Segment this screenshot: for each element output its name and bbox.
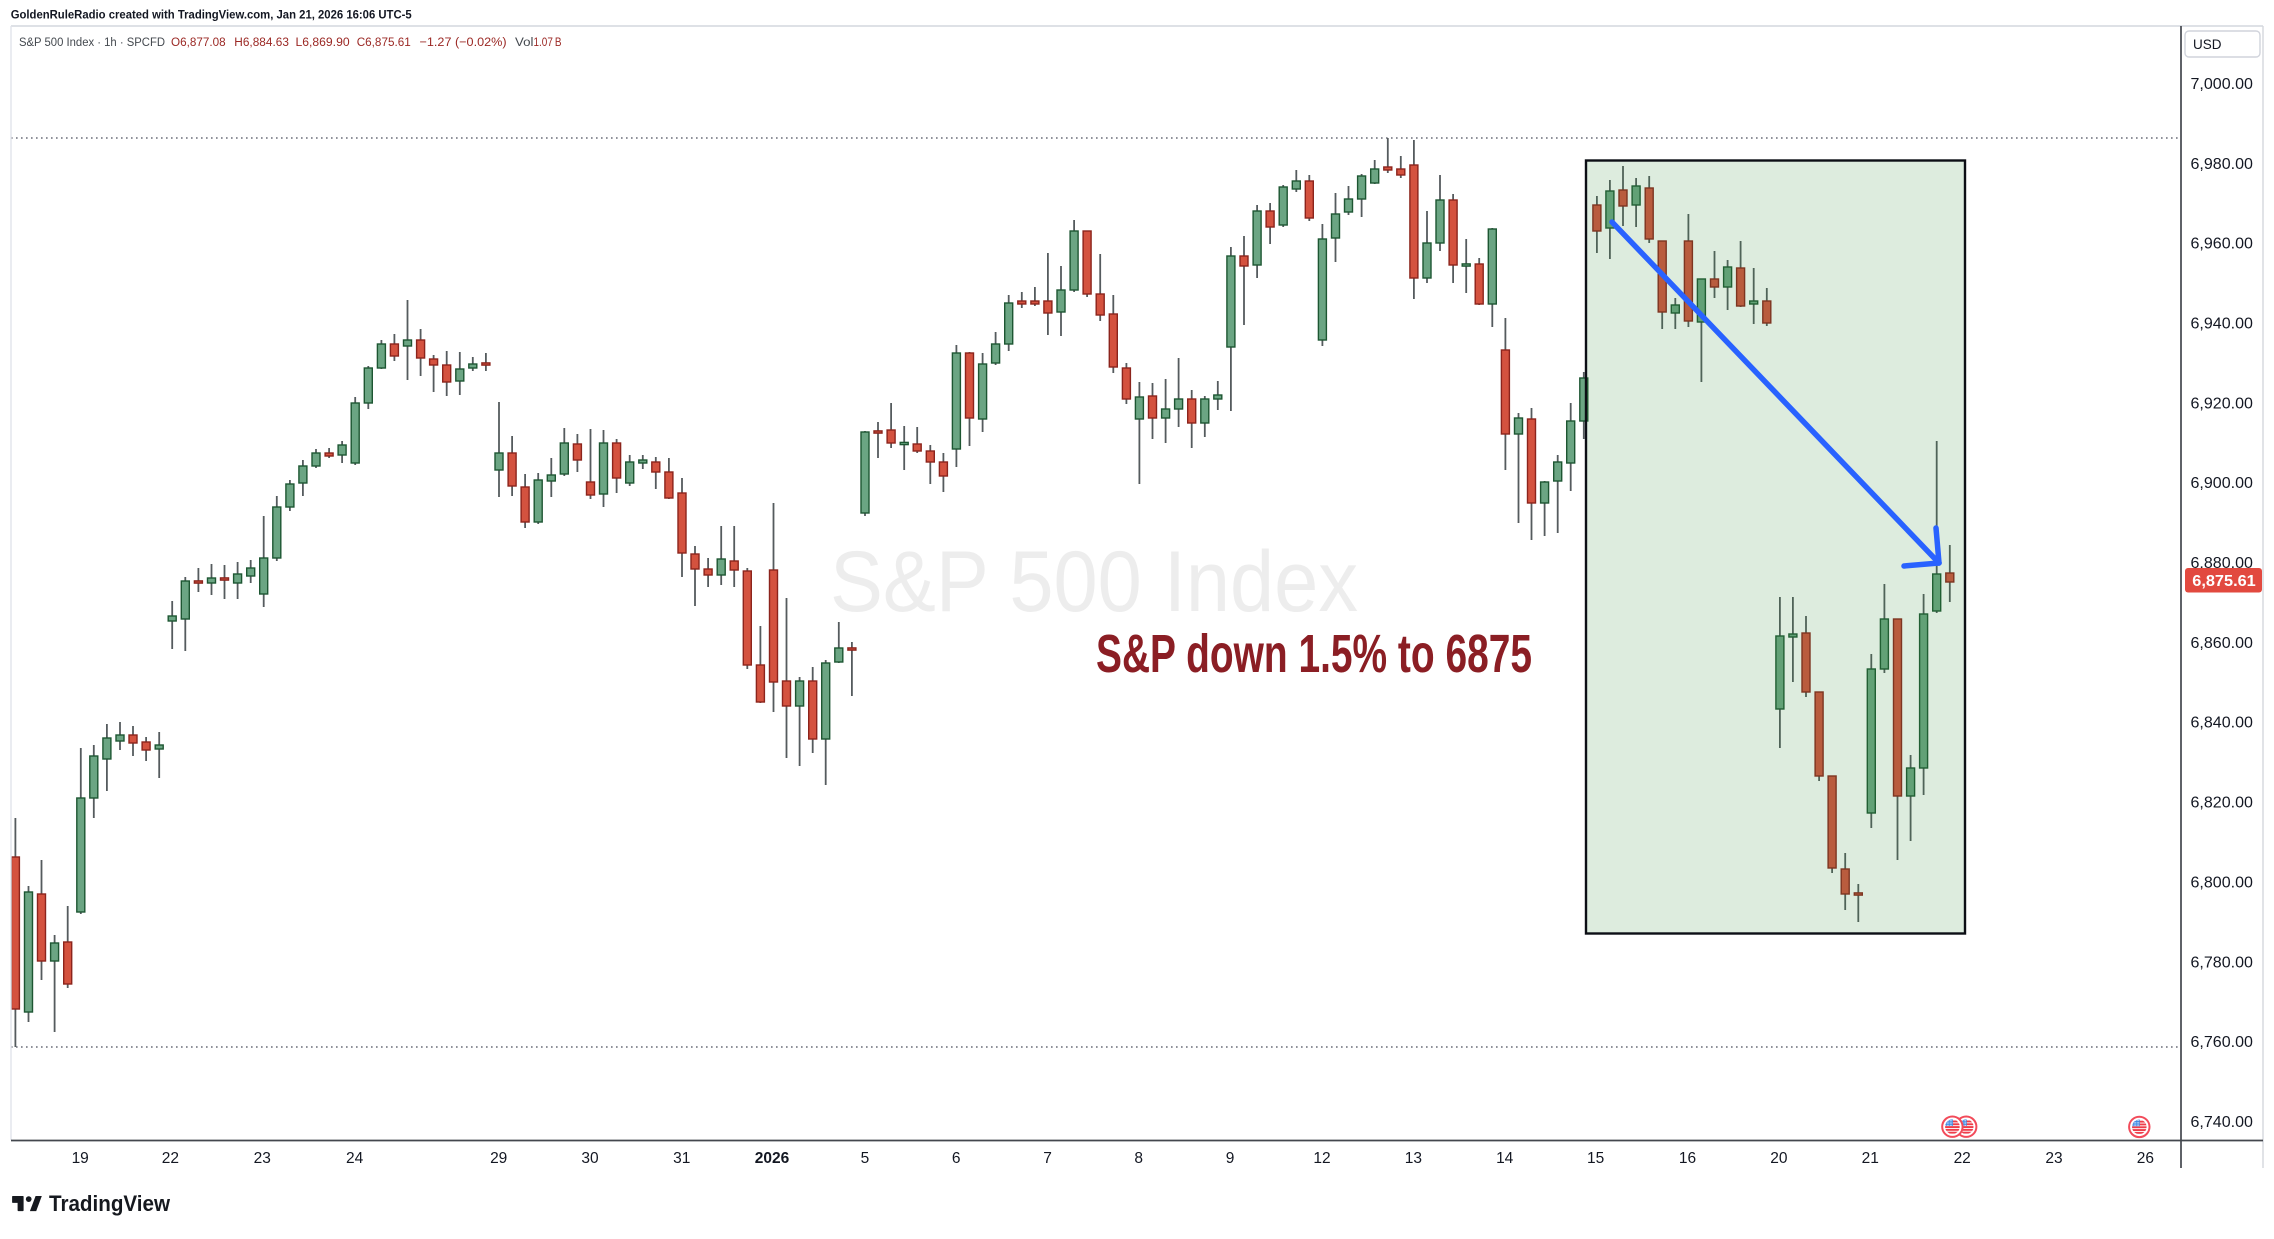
svg-text:S&P 500 Index · 1h · SPCFD: S&P 500 Index · 1h · SPCFD [19,35,165,49]
svg-text:2026: 2026 [755,1150,790,1167]
svg-text:O6,877.08: O6,877.08 [171,35,226,49]
svg-text:19: 19 [72,1150,89,1167]
svg-text:L6,869.90: L6,869.90 [296,35,350,49]
svg-text:S&P 500 Index: S&P 500 Index [830,534,1358,630]
svg-text:6,940.00: 6,940.00 [2191,315,2253,332]
svg-text:13: 13 [1405,1150,1422,1167]
svg-text:−1.27 (−0.02%): −1.27 (−0.02%) [420,35,507,49]
svg-text:31: 31 [673,1150,690,1167]
svg-text:C6,875.61: C6,875.61 [357,35,411,49]
svg-text:6,740.00: 6,740.00 [2191,1114,2253,1131]
svg-text:6,880.00: 6,880.00 [2191,555,2253,572]
svg-text:GoldenRuleRadio created with T: GoldenRuleRadio created with TradingView… [11,8,412,22]
svg-text:26: 26 [2137,1150,2154,1167]
svg-text:23: 23 [254,1150,271,1167]
svg-text:S&P down 1.5% to 6875: S&P down 1.5% to 6875 [1096,624,1532,684]
svg-text:6,960.00: 6,960.00 [2191,236,2253,253]
svg-text:7: 7 [1043,1150,1052,1167]
svg-text:6,900.00: 6,900.00 [2191,475,2253,492]
svg-text:Vol: Vol [515,35,534,49]
svg-text:USD: USD [2193,37,2222,52]
svg-text:6,920.00: 6,920.00 [2191,395,2253,412]
svg-text:22: 22 [162,1150,179,1167]
svg-text:24: 24 [346,1150,364,1167]
svg-text:21: 21 [1862,1150,1879,1167]
svg-text:6,980.00: 6,980.00 [2191,156,2253,173]
svg-text:8: 8 [1134,1150,1143,1167]
svg-text:TradingView: TradingView [49,1191,170,1216]
svg-text:6,760.00: 6,760.00 [2191,1034,2253,1051]
svg-text:6,800.00: 6,800.00 [2191,874,2253,891]
svg-text:H6,884.63: H6,884.63 [234,35,289,49]
svg-text:22: 22 [1954,1150,1971,1167]
svg-text:23: 23 [2045,1150,2062,1167]
svg-text:16: 16 [1679,1150,1696,1167]
svg-text:9: 9 [1226,1150,1235,1167]
svg-text:6,820.00: 6,820.00 [2191,795,2253,812]
svg-text:30: 30 [581,1150,599,1167]
svg-text:15: 15 [1587,1150,1604,1167]
svg-text:20: 20 [1770,1150,1788,1167]
svg-text:5: 5 [861,1150,870,1167]
svg-text:6,875.61: 6,875.61 [2192,573,2256,590]
svg-text:6: 6 [952,1150,961,1167]
svg-text:12: 12 [1313,1150,1330,1167]
svg-text:6,780.00: 6,780.00 [2191,954,2253,971]
svg-text:14: 14 [1496,1150,1514,1167]
svg-text:7,000.00: 7,000.00 [2191,76,2253,93]
svg-text:6,860.00: 6,860.00 [2191,635,2253,652]
svg-text:29: 29 [490,1150,507,1167]
svg-text:1.07 B: 1.07 B [534,35,562,49]
svg-text:6,840.00: 6,840.00 [2191,715,2253,732]
